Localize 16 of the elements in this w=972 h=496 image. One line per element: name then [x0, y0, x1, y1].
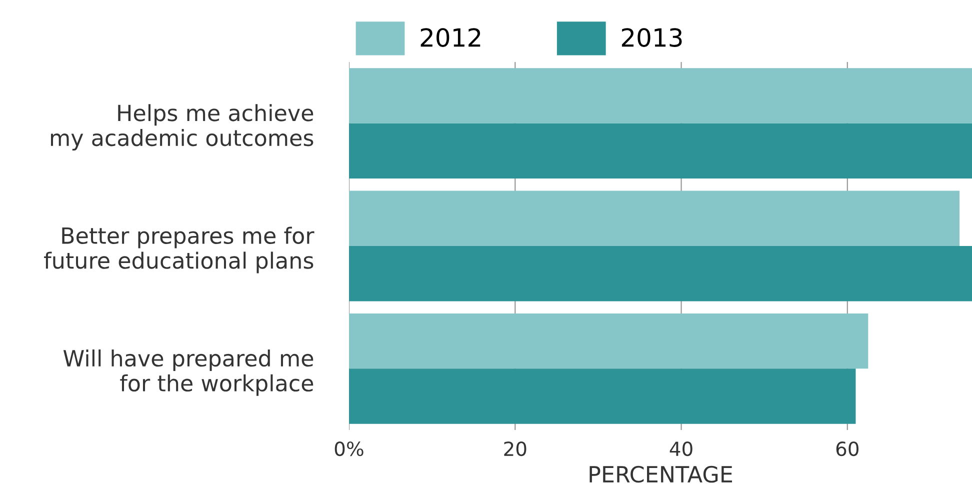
bar [349, 368, 856, 424]
y-tick-label: Helps me achieve my academic outcomes [50, 104, 314, 151]
legend-label: 2013 [622, 28, 682, 47]
legend-label: 2012 [420, 28, 480, 47]
bar [349, 190, 960, 246]
bar [349, 68, 972, 124]
x-tick-label: 60 [836, 441, 858, 456]
x-axis-title: PERCENTAGE [590, 466, 732, 483]
y-tick-label: Will have prepared me for the workplace [63, 349, 314, 396]
bar [349, 246, 972, 302]
bar [349, 313, 868, 369]
y-tick-label: Better prepares me for future educational plans [44, 226, 314, 274]
x-tick-label: 20 [504, 441, 526, 456]
bar [349, 123, 972, 179]
x-tick-label: 0% [334, 441, 364, 456]
x-tick-label: 40 [670, 441, 692, 456]
